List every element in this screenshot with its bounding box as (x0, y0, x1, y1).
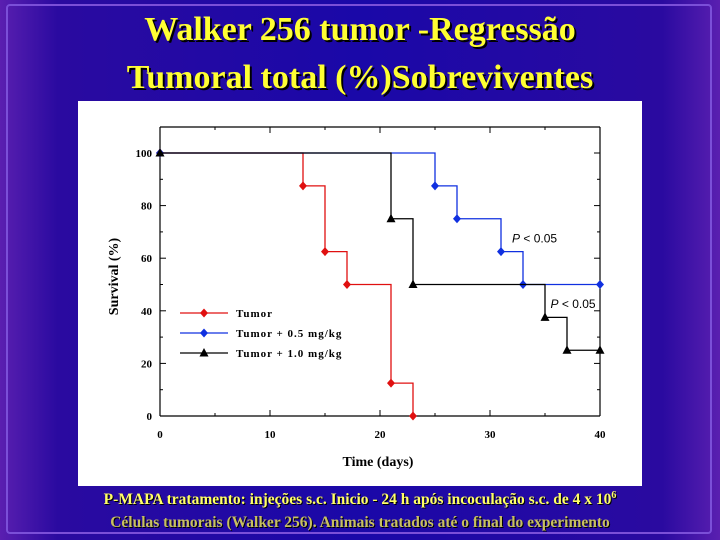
series-point-2 (562, 345, 572, 354)
series-line-0 (160, 152, 414, 416)
legend-label-0: Tumor (236, 308, 273, 320)
p-value-annotation-0: P < 0.05 (512, 231, 557, 245)
series-point-0 (409, 411, 417, 421)
legend-label-2: Tumor + 1.0 mg/kg (236, 348, 342, 360)
series-point-0 (343, 280, 351, 289)
slide-frame (6, 4, 712, 534)
y-tick-label: 80 (141, 201, 153, 213)
series-point-1 (497, 247, 505, 257)
footer-line1: P-MAPA tratamento: injeções s.c. Inicio … (0, 490, 720, 509)
legend-label-1: Tumor + 0.5 mg/kg (236, 328, 342, 340)
series-point-2 (540, 312, 550, 321)
chart-svg: 0 20 40 60 80 100 0 10 20 30 40 Time (days) Survival… (107, 126, 607, 470)
series-point-0 (321, 247, 329, 257)
x-axis-label: Time (days) (343, 455, 414, 470)
slide-title-line1: Walker 256 tumor -Regressão (144, 11, 576, 48)
legend-marker-1 (200, 328, 208, 338)
series-point-0 (387, 378, 395, 388)
survival-chart: 0 20 40 60 80 100 0 10 20 30 40 Time (days) Survival… (78, 101, 642, 486)
series-line-1 (160, 152, 600, 286)
x-tick-label: 30 (485, 429, 497, 441)
series-point-2 (386, 213, 396, 223)
series-line-2 (160, 152, 600, 351)
series-point-2 (595, 345, 605, 354)
y-tick-label: 20 (141, 358, 153, 370)
y-tick-label: 40 (141, 306, 153, 318)
slide-title-line2: Tumoral total (%)Sobreviventes (126, 59, 594, 96)
footer-line2: Células tumorais (Walker 256). Animais t… (110, 514, 610, 531)
x-tick-label: 0 (157, 429, 163, 441)
series-point-2 (155, 148, 165, 157)
y-tick-label: 100 (136, 148, 153, 160)
y-tick-label: 60 (141, 253, 153, 265)
footer-line1-text: P-MAPA tratamento: injeções s.c. Inicio … (103, 491, 612, 509)
y-tick-label: 0 (147, 411, 153, 423)
legend-marker-2 (199, 348, 209, 357)
series-point-2 (408, 279, 418, 288)
series-point-1 (596, 280, 604, 289)
x-tick-label: 20 (375, 429, 387, 441)
series-point-1 (431, 181, 439, 191)
series-point-1 (453, 214, 461, 224)
x-tick-label: 40 (595, 429, 607, 441)
footer-line1-sup: 6 (611, 490, 617, 501)
y-axis-label: Survival (%) (107, 237, 122, 315)
legend-marker-0 (200, 308, 208, 318)
x-tick-label: 10 (265, 429, 277, 441)
series-point-0 (299, 181, 307, 191)
p-value-annotation-1: P < 0.05 (551, 297, 596, 311)
